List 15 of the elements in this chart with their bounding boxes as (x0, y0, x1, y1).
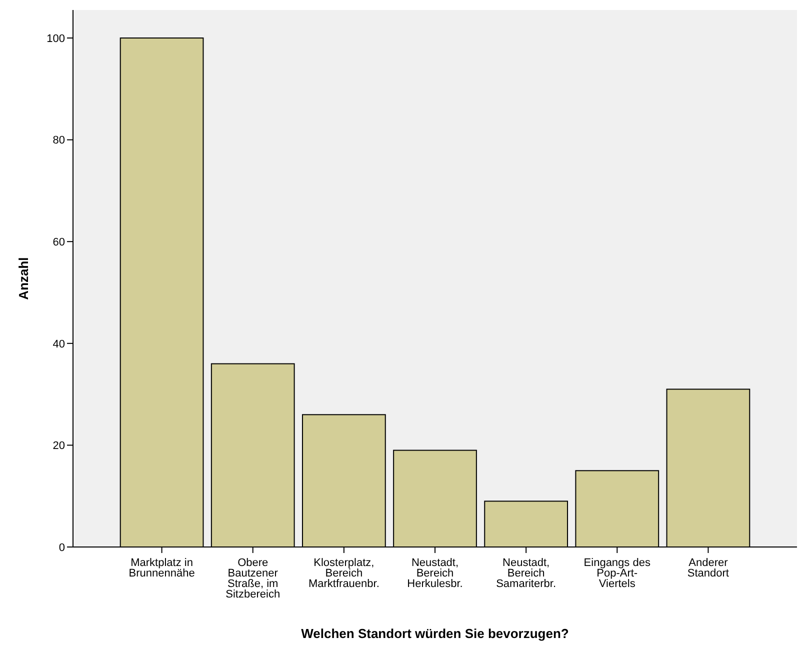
x-tick-label: Marktplatz in Brunnennähe (128, 557, 195, 580)
x-tick-label: Obere Bautzener Straße, im Sitzbereich (226, 557, 280, 600)
y-tick-label: 40 (52, 338, 65, 350)
x-tick-label: Anderer Standort (687, 557, 730, 580)
x-tick-label: Neustadt, Bereich Samariterbr. (496, 557, 556, 590)
y-tick-label: 100 (46, 32, 65, 45)
y-tick-label: 60 (52, 236, 65, 248)
x-tick-label: Eingangs des Pop-Art-Viertels (584, 557, 651, 590)
y-tick-label: 20 (52, 440, 65, 452)
y-tick-label: 0 (58, 542, 65, 554)
x-axis-title: Welchen Standort würden Sie bevorzugen? (301, 626, 569, 641)
x-tick-label: Neustadt, Bereich Herkulesbr. (407, 557, 463, 590)
x-tick-label: Klosterplatz, Bereich Marktfrauenbr. (308, 557, 380, 590)
y-axis-title: Anzahl (16, 257, 31, 300)
y-tick-label: 80 (52, 134, 65, 147)
